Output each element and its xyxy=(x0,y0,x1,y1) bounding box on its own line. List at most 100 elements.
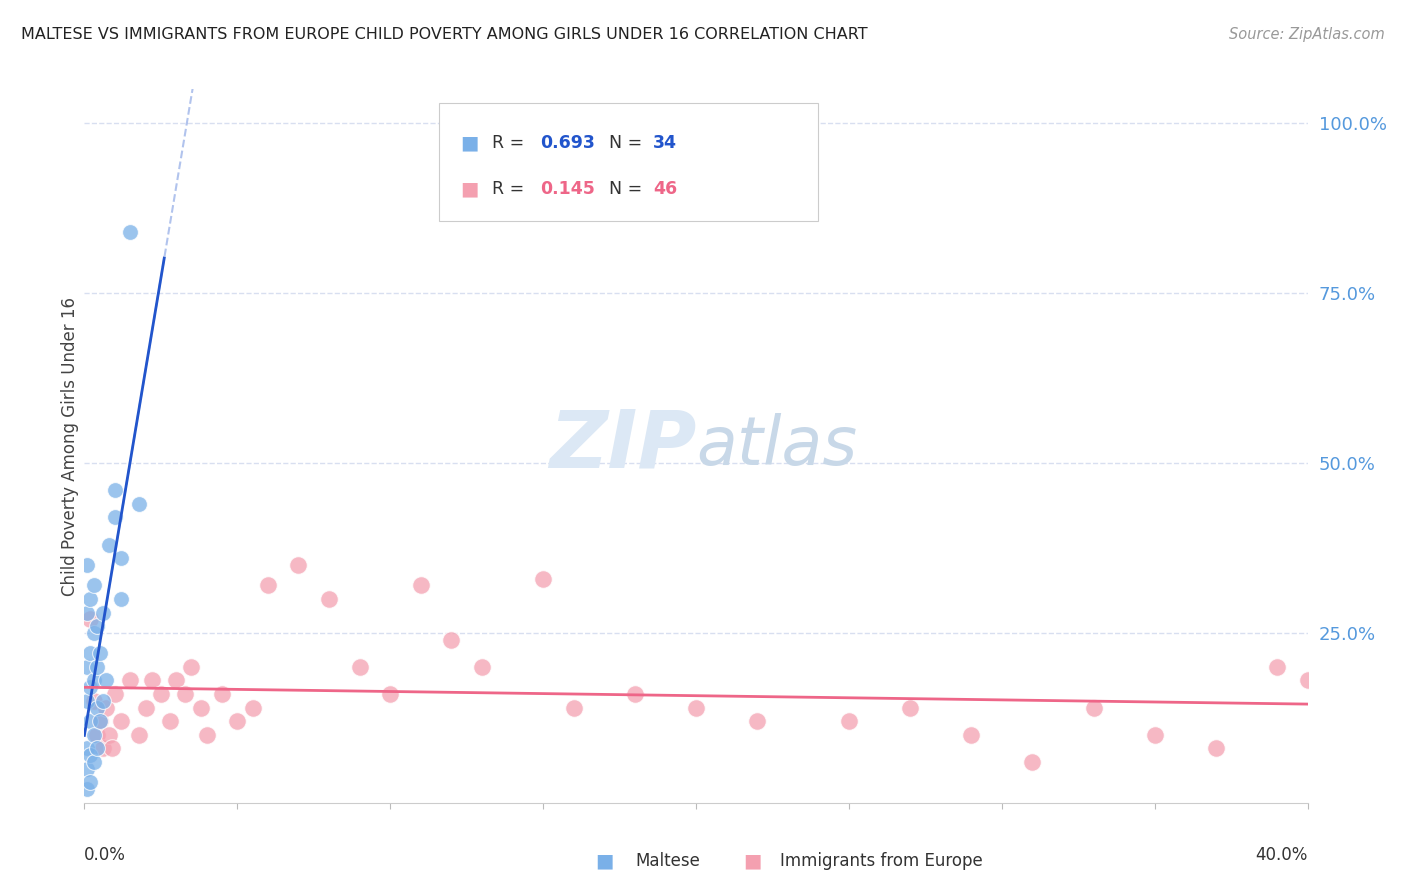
Text: 0.0%: 0.0% xyxy=(84,846,127,863)
Point xyxy=(83,578,105,592)
Point xyxy=(409,578,432,592)
Point xyxy=(79,680,101,694)
Point xyxy=(190,700,212,714)
Point xyxy=(257,578,280,592)
Point xyxy=(211,687,233,701)
Point xyxy=(110,551,132,566)
Point xyxy=(120,225,142,239)
Point xyxy=(1296,673,1319,688)
Point xyxy=(76,782,98,797)
Point xyxy=(104,687,127,701)
Point xyxy=(79,775,101,789)
Point xyxy=(120,673,142,688)
Point xyxy=(76,741,98,756)
Point xyxy=(287,558,309,572)
Point xyxy=(624,687,647,701)
Point xyxy=(1205,741,1227,756)
Point xyxy=(149,687,172,701)
Point xyxy=(562,700,585,714)
Point xyxy=(128,497,150,511)
Point xyxy=(83,755,105,769)
Point xyxy=(94,673,117,688)
Text: Maltese: Maltese xyxy=(636,852,700,870)
Text: 40.0%: 40.0% xyxy=(1256,846,1308,863)
Point xyxy=(86,660,108,674)
Point xyxy=(141,673,163,688)
Text: R =: R = xyxy=(492,134,530,152)
Point xyxy=(86,741,108,756)
Point xyxy=(242,700,264,714)
Point xyxy=(79,714,101,729)
Text: ■: ■ xyxy=(460,133,478,153)
Point xyxy=(89,714,111,729)
Point xyxy=(318,591,340,606)
Point xyxy=(195,728,218,742)
Point xyxy=(76,660,98,674)
Point xyxy=(86,619,108,633)
Point xyxy=(76,558,98,572)
Text: 34: 34 xyxy=(654,134,678,152)
Point xyxy=(174,687,197,701)
Point xyxy=(1083,700,1105,714)
Y-axis label: Child Poverty Among Girls Under 16: Child Poverty Among Girls Under 16 xyxy=(62,296,80,596)
Text: R =: R = xyxy=(492,180,530,198)
Point xyxy=(83,626,105,640)
Point xyxy=(1265,660,1288,674)
Point xyxy=(135,700,157,714)
Point xyxy=(685,700,707,714)
Point xyxy=(471,660,494,674)
Point xyxy=(76,762,98,776)
Point xyxy=(180,660,202,674)
Text: MALTESE VS IMMIGRANTS FROM EUROPE CHILD POVERTY AMONG GIRLS UNDER 16 CORRELATION: MALTESE VS IMMIGRANTS FROM EUROPE CHILD … xyxy=(21,27,868,42)
Text: ■: ■ xyxy=(595,851,614,871)
Point xyxy=(960,728,983,742)
Text: atlas: atlas xyxy=(696,413,858,479)
Point xyxy=(91,606,114,620)
Text: N =: N = xyxy=(609,180,648,198)
Point xyxy=(747,714,769,729)
Point xyxy=(838,714,860,729)
Point xyxy=(531,572,554,586)
Point xyxy=(97,537,120,551)
Text: 0.693: 0.693 xyxy=(541,134,596,152)
Point xyxy=(83,673,105,688)
Point xyxy=(165,673,187,688)
Point xyxy=(440,632,463,647)
Point xyxy=(79,591,101,606)
Text: 0.145: 0.145 xyxy=(541,180,596,198)
Point xyxy=(110,714,132,729)
Point xyxy=(97,728,120,742)
Point xyxy=(104,510,127,524)
Point xyxy=(79,612,101,626)
Point xyxy=(91,694,114,708)
Point xyxy=(128,728,150,742)
Point xyxy=(76,606,98,620)
Point xyxy=(101,741,124,756)
Point xyxy=(86,728,108,742)
Point xyxy=(91,741,114,756)
Text: ■: ■ xyxy=(460,179,478,199)
Point xyxy=(79,748,101,763)
Text: 46: 46 xyxy=(654,180,678,198)
Point xyxy=(79,646,101,660)
Point xyxy=(110,591,132,606)
Point xyxy=(94,700,117,714)
Point xyxy=(86,700,108,714)
Text: ■: ■ xyxy=(742,851,762,871)
Point xyxy=(76,694,98,708)
FancyBboxPatch shape xyxy=(439,103,818,221)
Text: Immigrants from Europe: Immigrants from Europe xyxy=(780,852,983,870)
Text: ZIP: ZIP xyxy=(548,407,696,485)
Point xyxy=(1143,728,1166,742)
Point xyxy=(226,714,249,729)
Point xyxy=(898,700,921,714)
Point xyxy=(89,646,111,660)
Point xyxy=(104,483,127,498)
Point xyxy=(159,714,181,729)
Text: Source: ZipAtlas.com: Source: ZipAtlas.com xyxy=(1229,27,1385,42)
Point xyxy=(1021,755,1043,769)
Point xyxy=(89,714,111,729)
Point xyxy=(349,660,371,674)
Point xyxy=(83,694,105,708)
Text: N =: N = xyxy=(609,134,648,152)
